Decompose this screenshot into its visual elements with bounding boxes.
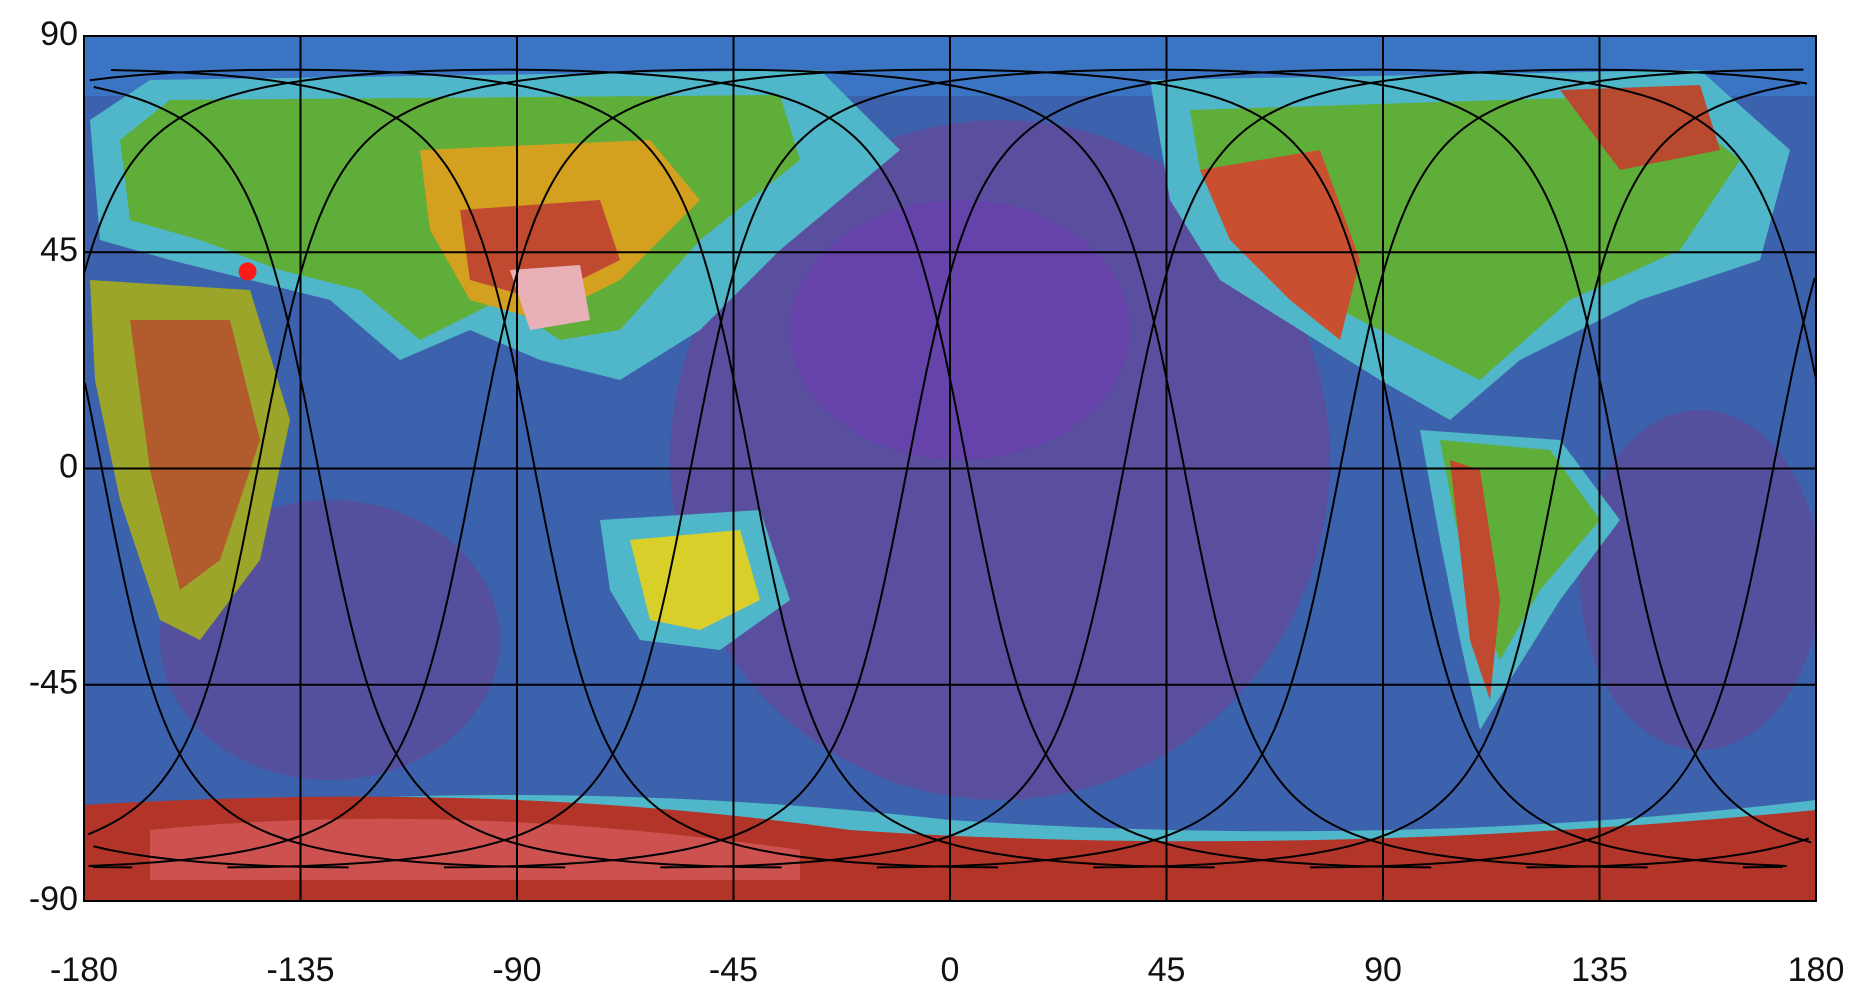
x-tick-label: 45 [1148,951,1186,989]
y-tick-label: 45 [40,231,78,269]
x-tick-label: -180 [50,951,118,989]
x-tick-label: -90 [492,951,541,989]
x-tick-label: 135 [1571,951,1628,989]
x-tick-label: -135 [266,951,334,989]
x-tick-label: 180 [1788,951,1845,989]
y-tick-label: 90 [40,15,78,53]
y-tick-label: -90 [29,880,78,918]
y-tick-label: -45 [29,664,78,702]
x-tick-label: 0 [941,951,960,989]
x-tick-label: 90 [1364,951,1402,989]
map: -180 -135 -90 -45 0 45 90 135 180 90 45 0 -45 -90 [0,0,1871,995]
marker-point [239,262,257,280]
page: -180-135-90-450459013518090450-45-90 (()… [0,0,1871,995]
y-tick-label: 0 [59,447,78,485]
x-tick-label: -45 [709,951,758,989]
